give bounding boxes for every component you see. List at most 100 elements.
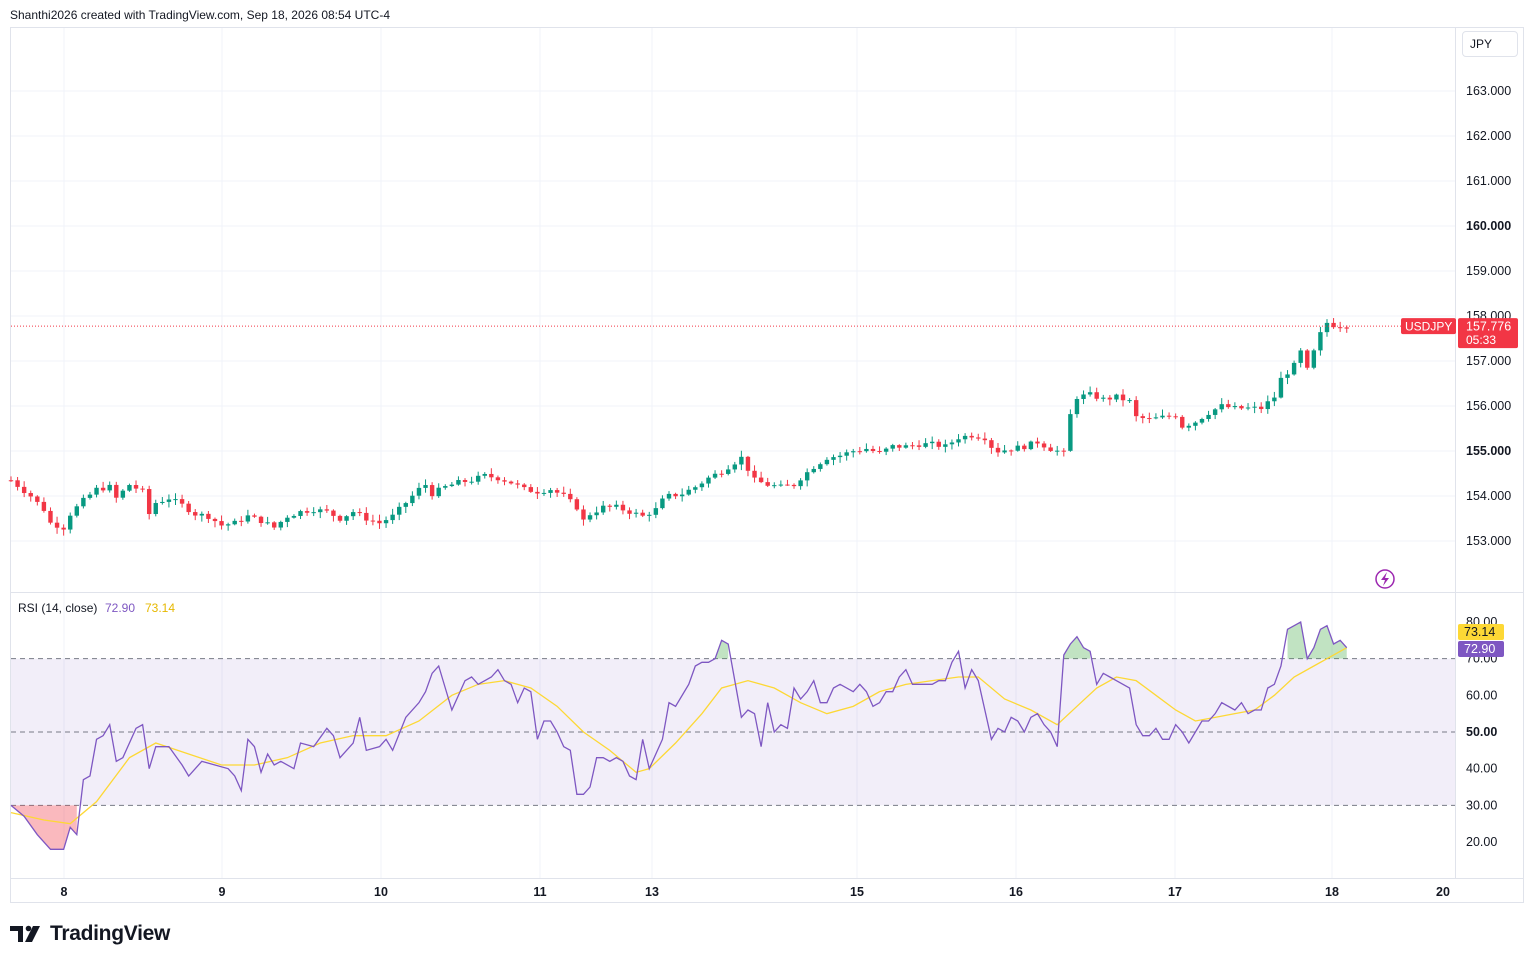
lightning-icon-bolt xyxy=(1381,572,1389,586)
candle-body xyxy=(864,448,869,452)
candle-body xyxy=(515,483,520,485)
candle-body xyxy=(1206,414,1211,419)
candle-body xyxy=(462,480,468,482)
candle-body xyxy=(726,469,731,474)
rsi-tick-label: 60.00 xyxy=(1466,688,1497,702)
candle-body xyxy=(1074,398,1080,415)
candle-body xyxy=(370,520,376,522)
candle-body xyxy=(502,480,507,482)
candle-body xyxy=(824,459,830,465)
candle-body xyxy=(166,499,172,502)
time-tick-label: 18 xyxy=(1325,885,1339,899)
price-tick-label: 163.000 xyxy=(1466,84,1511,98)
candle-body xyxy=(81,497,86,507)
chart-attribution: Shanthi2026 created with TradingView.com… xyxy=(10,8,391,22)
candle-body xyxy=(350,512,356,517)
candle-body xyxy=(232,520,237,525)
candle-body xyxy=(8,480,14,482)
candle-body xyxy=(146,489,152,515)
candle-body xyxy=(482,473,487,476)
candle-body xyxy=(1186,425,1192,428)
candle-body xyxy=(28,493,33,497)
candle-body xyxy=(199,513,205,516)
candle-body xyxy=(1324,322,1330,333)
candle-body xyxy=(1101,397,1106,399)
last-price-tag-bg xyxy=(1458,318,1518,349)
candle-body xyxy=(1278,377,1284,398)
candle-body xyxy=(1226,404,1231,408)
rsi-tick-label: 20.00 xyxy=(1466,835,1497,849)
rsi-ma-tag-bg xyxy=(1458,624,1504,640)
candle-body xyxy=(1193,422,1198,426)
time-tick-label: 17 xyxy=(1168,885,1182,899)
candle-body xyxy=(423,485,428,488)
tradingview-logo[interactable]: TradingView xyxy=(10,922,170,946)
candle-body xyxy=(910,445,915,447)
candle-body xyxy=(798,480,803,487)
candle-body xyxy=(903,445,909,448)
candle-body xyxy=(831,457,836,460)
candle-body xyxy=(706,477,711,484)
candle-body xyxy=(765,482,770,486)
candle-body xyxy=(1055,450,1060,452)
candle-body xyxy=(61,527,66,530)
candle-body xyxy=(41,501,47,511)
candle-body xyxy=(239,520,244,522)
candle-body xyxy=(870,448,876,452)
candle-body xyxy=(541,492,547,494)
candle-body xyxy=(1028,441,1034,450)
currency-label[interactable]: JPY xyxy=(1462,31,1518,57)
candle-body xyxy=(456,480,461,485)
candle-body xyxy=(186,503,191,513)
candle-body xyxy=(1173,416,1178,418)
candle-body xyxy=(265,522,270,524)
candle-body xyxy=(627,510,632,514)
candle-body xyxy=(87,494,93,498)
candle-body xyxy=(449,484,455,487)
candle-body xyxy=(811,468,816,473)
rsi-tick-label: 50.00 xyxy=(1466,725,1497,739)
candle-body xyxy=(1265,401,1270,410)
time-tick-label: 15 xyxy=(850,885,864,899)
candle-body xyxy=(1127,400,1132,402)
candle-body xyxy=(1166,415,1172,417)
candle-body xyxy=(607,505,612,507)
candle-body xyxy=(21,486,27,494)
candle-body xyxy=(1147,418,1152,420)
price-tick-label: 159.000 xyxy=(1466,264,1511,278)
candle-body xyxy=(206,513,211,519)
candle-body xyxy=(1305,350,1310,368)
candle-body xyxy=(982,438,988,441)
candle-body xyxy=(54,522,60,528)
rsi-overbought-fill xyxy=(1063,636,1091,659)
candle-body xyxy=(245,515,251,522)
price-tick-label: 161.000 xyxy=(1466,174,1511,188)
candle-body xyxy=(818,464,823,469)
candle-body xyxy=(410,495,415,504)
candle-body xyxy=(554,490,560,493)
candle-body xyxy=(679,494,685,497)
candle-body xyxy=(383,520,389,524)
price-axis: 163.000162.000161.000160.000159.000158.0… xyxy=(1466,84,1511,548)
candle-body xyxy=(930,441,935,444)
candles-layer xyxy=(8,318,1349,536)
chart-frame xyxy=(10,27,1524,903)
candle-body xyxy=(1239,406,1244,409)
candle-body xyxy=(522,484,527,488)
rsi-overbought-fill xyxy=(715,640,729,659)
rsi-tick-label: 30.00 xyxy=(1466,798,1497,812)
candle-body xyxy=(1022,445,1027,450)
rsi-layer xyxy=(10,620,1455,850)
candle-body xyxy=(133,485,139,489)
candle-body xyxy=(193,512,198,516)
candle-body xyxy=(857,451,863,453)
candle-body xyxy=(344,516,349,521)
price-tick-label: 160.000 xyxy=(1466,219,1511,233)
candle-body xyxy=(1252,406,1257,408)
candle-body xyxy=(1245,407,1251,409)
candle-body xyxy=(594,512,599,516)
candle-body xyxy=(791,484,797,487)
candle-body xyxy=(35,496,40,502)
